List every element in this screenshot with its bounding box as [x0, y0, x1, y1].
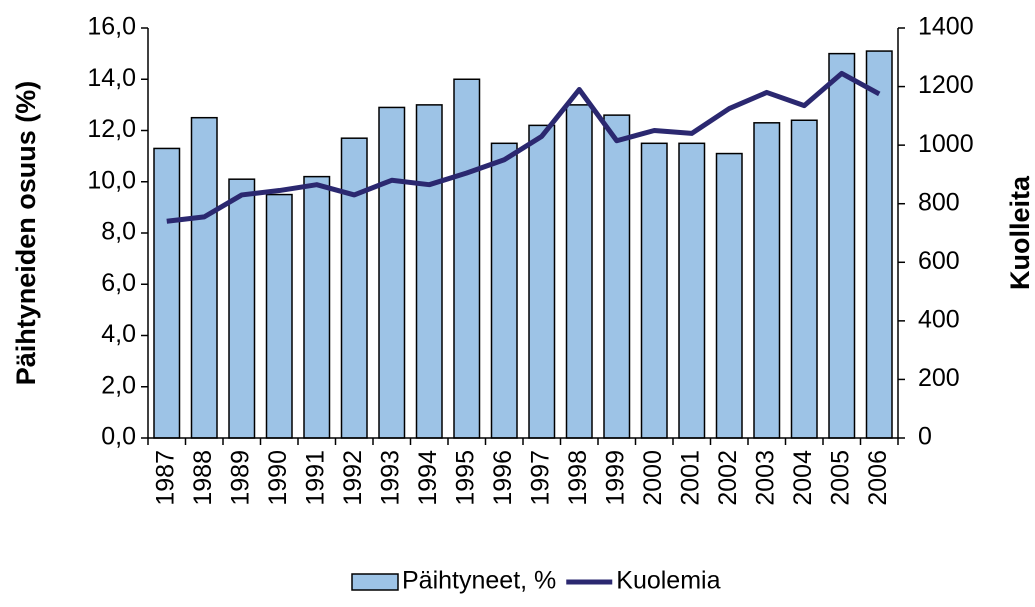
bar: [378, 106, 406, 439]
x-tick-label: 1988: [189, 450, 217, 506]
x-tick-label: 1996: [489, 450, 517, 506]
y2-tick-label: 1000: [918, 130, 974, 158]
bar: [603, 114, 631, 439]
y-tick-label: 14,0: [87, 64, 136, 92]
legend-label: Päihtyneet, %: [402, 567, 556, 595]
x-tick-label: 1995: [451, 450, 479, 506]
x-tick-label: 2005: [826, 450, 854, 506]
x-tick-label: 1998: [564, 450, 592, 506]
bar: [228, 178, 256, 439]
x-tick-label: 1987: [151, 450, 179, 506]
y2-tick-label: 0: [918, 423, 932, 451]
y2-tick-label: 400: [918, 305, 960, 333]
x-tick-label: 1994: [414, 450, 442, 506]
bar: [415, 104, 443, 439]
bar: [715, 152, 743, 439]
line: [166, 70, 881, 224]
x-tick-label: 1990: [264, 450, 292, 506]
bar: [678, 142, 706, 439]
x-tick-label: 2003: [751, 450, 779, 506]
y-tick-label: 10,0: [87, 166, 136, 194]
bar: [753, 122, 781, 439]
bar: [828, 52, 856, 439]
x-tick-label: 2006: [864, 450, 892, 506]
y2-tick-label: 800: [918, 188, 960, 216]
bar: [190, 116, 218, 439]
y-tick-label: 0,0: [101, 423, 136, 451]
bar: [340, 137, 368, 439]
bar: [640, 142, 668, 439]
y2-axis-label: Kuolleita: [1005, 175, 1035, 290]
legend-swatch: [351, 573, 399, 591]
x-tick-label: 1999: [601, 450, 629, 506]
y-tick-label: 16,0: [87, 13, 136, 41]
y2-tick-label: 1200: [918, 71, 974, 99]
legend-label: Kuolemia: [616, 567, 720, 595]
x-tick-label: 1993: [376, 450, 404, 506]
y-tick-label: 8,0: [101, 218, 136, 246]
y2-tick-label: 1400: [918, 13, 974, 41]
bar: [265, 193, 293, 439]
x-tick-label: 2000: [639, 450, 667, 506]
bar: [453, 78, 481, 439]
x-tick-label: 2004: [789, 450, 817, 506]
bar: [790, 119, 818, 439]
y-axis-label: Päihtyneiden osuus (%): [11, 81, 41, 386]
x-tick-label: 2001: [676, 450, 704, 506]
y2-tick-label: 600: [918, 247, 960, 275]
bar: [303, 175, 331, 439]
x-tick-label: 1997: [526, 450, 554, 506]
bar: [490, 142, 518, 439]
y-tick-label: 2,0: [101, 371, 136, 399]
bar: [153, 147, 181, 439]
y-tick-label: 6,0: [101, 269, 136, 297]
bar: [865, 50, 893, 439]
y2-tick-label: 200: [918, 364, 960, 392]
x-tick-label: 2002: [714, 450, 742, 506]
x-tick-label: 1989: [226, 450, 254, 506]
x-tick-label: 1992: [339, 450, 367, 506]
bar: [565, 104, 593, 439]
y-tick-label: 12,0: [87, 115, 136, 143]
bar: [528, 124, 556, 439]
x-tick-label: 1991: [301, 450, 329, 506]
y-tick-label: 4,0: [101, 320, 136, 348]
